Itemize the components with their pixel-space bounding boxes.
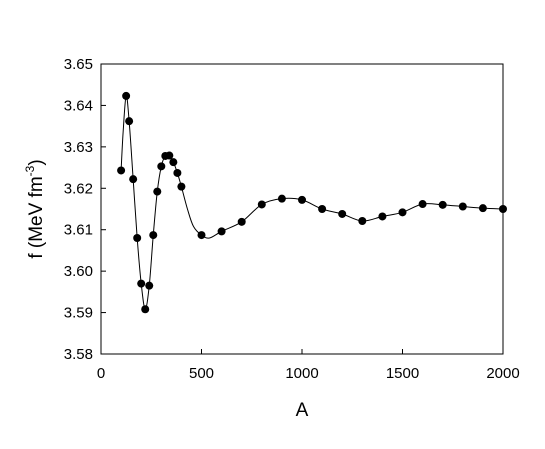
data-point — [197, 231, 206, 240]
data-point — [125, 117, 134, 126]
data-point — [257, 200, 266, 209]
data-point — [217, 227, 226, 236]
x-tick-label: 1500 — [386, 365, 419, 382]
data-point — [277, 194, 286, 203]
x-tick-label: 1000 — [285, 365, 318, 382]
y-tick-label: 3.62 — [64, 180, 93, 197]
data-point — [137, 279, 146, 288]
data-point — [458, 202, 467, 211]
data-point — [133, 234, 142, 242]
x-axis-title: A — [296, 400, 309, 421]
y-axis-title-main: f (MeV fm — [26, 176, 47, 258]
data-point — [478, 204, 487, 213]
data-point — [122, 91, 131, 100]
data-point — [173, 168, 182, 177]
y-tick-label: 3.63 — [64, 139, 93, 156]
data-point — [237, 217, 246, 226]
data-point — [157, 162, 166, 171]
data-point — [117, 166, 126, 175]
data-point — [318, 205, 327, 213]
data-point — [153, 187, 162, 196]
data-point — [145, 281, 154, 290]
data-point — [398, 208, 407, 217]
data-point — [298, 195, 306, 204]
data-point — [418, 200, 427, 209]
data-point — [338, 209, 347, 218]
y-tick-label: 3.60 — [64, 263, 93, 280]
data-point — [358, 217, 367, 226]
y-tick-label: 3.64 — [64, 97, 93, 114]
data-point — [378, 212, 387, 221]
data-point — [129, 175, 138, 184]
y-tick-label: 3.58 — [64, 346, 93, 363]
y-axis-title-superscript: -3 — [23, 165, 37, 176]
data-point — [165, 151, 174, 160]
data-point — [141, 305, 150, 314]
x-tick-label: 2000 — [486, 365, 519, 382]
plot-frame — [100, 63, 504, 355]
x-tick-label: 0 — [97, 365, 105, 382]
x-axis: 0 500 1000 1500 2000 — [97, 349, 520, 382]
data-markers — [117, 91, 507, 314]
y-tick-label: 3.59 — [64, 305, 93, 322]
data-point — [149, 231, 158, 240]
x-tick-label: 500 — [189, 365, 214, 382]
y-tick-label: 3.65 — [64, 56, 93, 73]
data-point — [438, 200, 447, 209]
data-point — [177, 182, 186, 191]
data-point — [169, 158, 178, 167]
data-point — [499, 205, 507, 213]
y-axis: 3.58 3.59 3.60 3.61 3.62 3.63 3.64 3.65 — [64, 56, 106, 363]
y-axis-title-close: ) — [26, 159, 47, 165]
y-axis-title: f (MeV fm-3) — [23, 159, 47, 258]
y-tick-label: 3.61 — [64, 222, 93, 239]
